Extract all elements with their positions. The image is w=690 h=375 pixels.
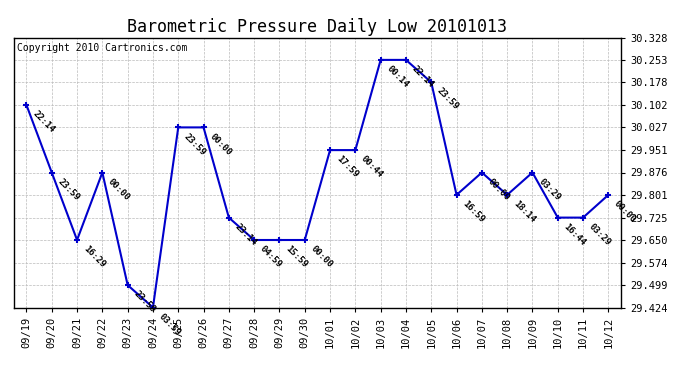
Text: 16:44: 16:44: [562, 222, 587, 247]
Text: 03:29: 03:29: [537, 177, 562, 202]
Text: 16:29: 16:29: [81, 244, 106, 270]
Title: Barometric Pressure Daily Low 20101013: Barometric Pressure Daily Low 20101013: [128, 18, 507, 36]
Text: 22:14: 22:14: [30, 109, 56, 135]
Text: 00:14: 00:14: [385, 64, 410, 89]
Text: 17:59: 17:59: [334, 154, 359, 180]
Text: 00:00: 00:00: [613, 199, 638, 224]
Text: 23:14: 23:14: [233, 222, 258, 247]
Text: 00:00: 00:00: [486, 177, 511, 202]
Text: 00:00: 00:00: [106, 177, 132, 202]
Text: 00:00: 00:00: [309, 244, 334, 270]
Text: 23:59: 23:59: [56, 177, 81, 202]
Text: 15:59: 15:59: [284, 244, 309, 270]
Text: 18:14: 18:14: [511, 199, 537, 224]
Text: 00:44: 00:44: [359, 154, 385, 180]
Text: 16:59: 16:59: [461, 199, 486, 224]
Text: Copyright 2010 Cartronics.com: Copyright 2010 Cartronics.com: [17, 43, 187, 53]
Text: 22:14: 22:14: [410, 64, 435, 89]
Text: 23:59: 23:59: [132, 289, 157, 315]
Text: 03:59: 03:59: [157, 312, 182, 337]
Text: 04:59: 04:59: [258, 244, 284, 270]
Text: 23:59: 23:59: [435, 87, 461, 112]
Text: 03:29: 03:29: [587, 222, 613, 247]
Text: 23:59: 23:59: [182, 132, 208, 157]
Text: 00:00: 00:00: [208, 132, 233, 157]
